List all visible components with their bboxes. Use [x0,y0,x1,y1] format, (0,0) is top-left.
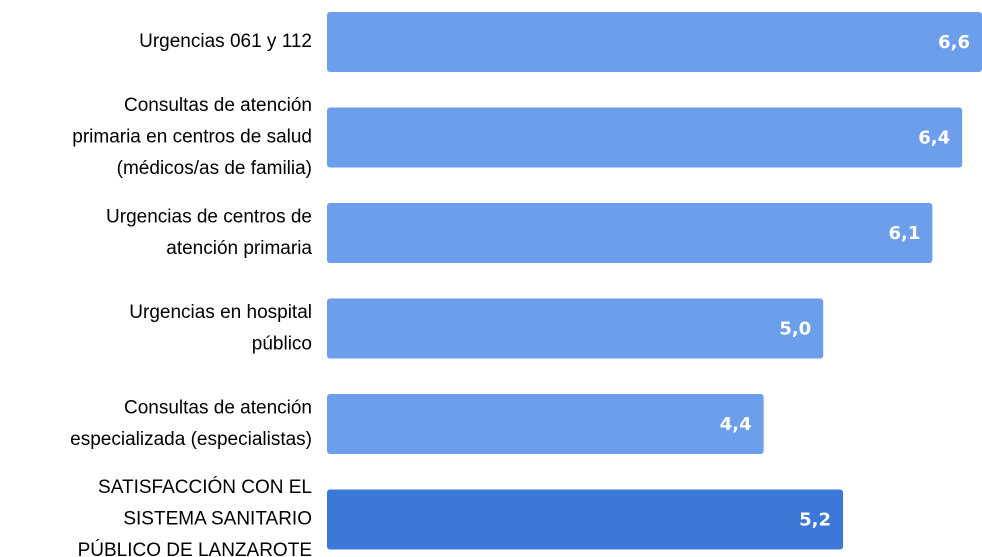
value-label: 5,0 [779,319,811,340]
bar [327,298,824,359]
value-label: 6,1 [888,223,920,244]
bar [327,12,982,72]
value-label: 6,6 [938,32,970,53]
category-label: Urgencias de centros de atención primaria [106,206,312,259]
bar [327,107,963,168]
value-label: 6,4 [918,128,950,149]
category-label: Urgencias en hospital público [129,302,312,355]
value-label: 4,4 [720,414,752,435]
bar [327,489,844,550]
category-label: Consultas de atención primaria en centros… [72,95,312,179]
value-label: 5,2 [799,510,831,531]
category-label: Consultas de atención especializada (espe… [70,397,312,450]
category-label: Urgencias 061 y 112 [139,31,312,52]
category-label: SATISFACCIÓN CON EL SISTEMA SANITARIO PÚBL… [78,476,312,557]
bar [327,394,764,454]
bar [327,203,933,263]
